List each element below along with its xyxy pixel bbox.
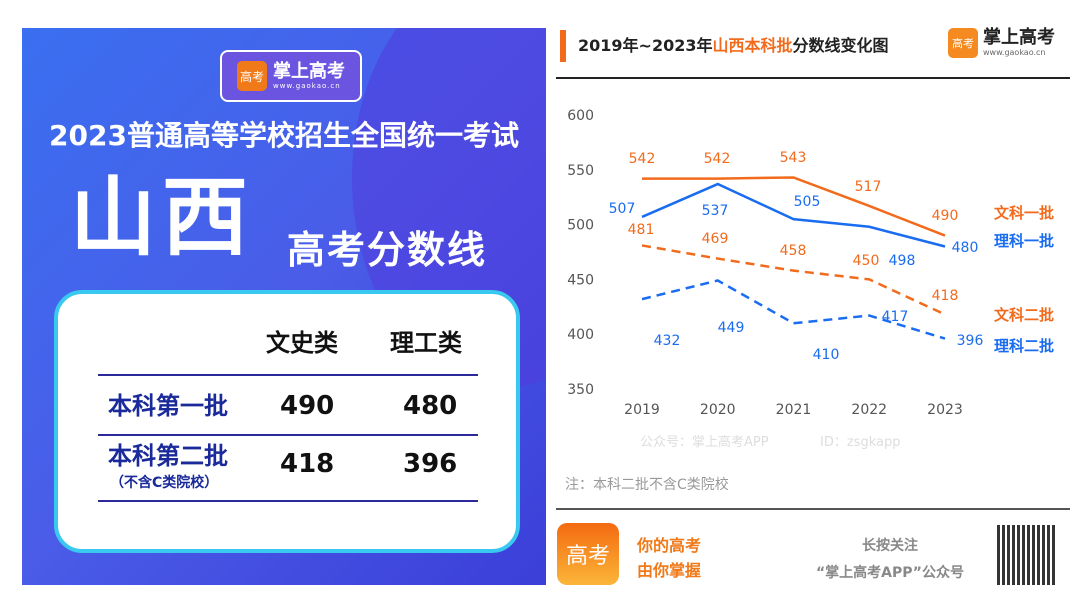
cell: 480 bbox=[403, 391, 458, 421]
col-header: 理工类 bbox=[390, 329, 462, 357]
legend-entry: 理科二批 bbox=[994, 337, 1054, 355]
chart-title: 2019年~2023年山西本科批分数线变化图 bbox=[560, 30, 889, 62]
series-line-文科一批 bbox=[642, 176, 946, 237]
y-tick-label: 550 bbox=[567, 163, 594, 179]
title-prefix: 2019年~2023年 bbox=[578, 36, 713, 55]
legend-entry: 理科一批 bbox=[994, 232, 1054, 250]
data-label: 450 bbox=[853, 253, 880, 269]
data-label: 417 bbox=[882, 309, 909, 325]
slogan-line: 由你掌握 bbox=[637, 561, 702, 580]
qr-code[interactable] bbox=[997, 525, 1057, 585]
data-label: 418 bbox=[932, 288, 959, 304]
title-suffix: 分数线变化图 bbox=[792, 36, 889, 55]
series-line-理科二批 bbox=[641, 279, 946, 340]
cell: 418 bbox=[280, 449, 335, 479]
data-label: 507 bbox=[609, 201, 636, 217]
data-label: 517 bbox=[855, 179, 882, 195]
row-label: 本科第一批 bbox=[108, 392, 228, 420]
y-tick-label: 500 bbox=[567, 218, 594, 234]
legend-entry: 文科一批 bbox=[994, 204, 1054, 222]
follow-line: “掌上高考APP”公众号 bbox=[815, 565, 965, 581]
data-label: 481 bbox=[628, 222, 655, 238]
slogan-line: 你的高考 bbox=[637, 536, 702, 555]
province: 山西 bbox=[70, 168, 254, 268]
series-line-理科一批 bbox=[641, 182, 946, 248]
series-line-文科二批 bbox=[641, 244, 946, 316]
watermark: ID：zsgkapp bbox=[820, 435, 900, 450]
watermark: 公众号：掌上高考APP bbox=[640, 434, 769, 450]
data-label: 410 bbox=[813, 347, 840, 363]
poster-panel: 高考 掌上高考 www.gaokao.cn 2023普通高等学校招生全国统一考试 … bbox=[22, 28, 546, 585]
slogan: 你的高考 由你掌握 bbox=[637, 533, 701, 583]
follow-line: 长按关注 bbox=[862, 538, 918, 554]
divider bbox=[98, 374, 478, 376]
data-label: 490 bbox=[932, 208, 959, 224]
logo-name: 掌上高考 bbox=[273, 61, 345, 82]
brand-url: www.gaokao.cn bbox=[983, 48, 1046, 57]
brand-name: 掌上高考 bbox=[983, 27, 1055, 48]
data-label: 449 bbox=[718, 320, 745, 336]
data-label: 498 bbox=[889, 253, 916, 269]
app-icon: 高考 bbox=[557, 523, 619, 585]
title-highlight: 山西本科批 bbox=[712, 36, 793, 55]
data-label: 542 bbox=[629, 151, 656, 167]
logo-url: www.gaokao.cn bbox=[273, 82, 341, 90]
data-label: 505 bbox=[794, 194, 821, 210]
col-header: 文史类 bbox=[266, 329, 338, 357]
divider bbox=[556, 508, 1070, 510]
data-label: 396 bbox=[957, 333, 984, 349]
x-tick-label: 2020 bbox=[700, 402, 736, 418]
gaokao-logo-icon: 高考 bbox=[237, 61, 267, 91]
data-label: 432 bbox=[654, 333, 681, 349]
y-tick-label: 450 bbox=[567, 272, 594, 288]
x-tick-label: 2019 bbox=[624, 402, 660, 418]
data-label: 458 bbox=[780, 243, 807, 259]
brand-logo: 高考 掌上高考 www.gaokao.cn bbox=[220, 50, 362, 102]
divider bbox=[98, 434, 478, 436]
divider bbox=[556, 77, 1070, 79]
row-label: 本科第二批 bbox=[108, 442, 228, 470]
brand-header: 高考 掌上高考 www.gaokao.cn bbox=[948, 28, 1055, 58]
poster-title: 2023普通高等学校招生全国统一考试 bbox=[49, 119, 519, 152]
y-tick-label: 350 bbox=[567, 382, 594, 398]
poster-subtitle: 高考分数线 bbox=[287, 228, 488, 272]
y-tick-label: 600 bbox=[567, 108, 594, 124]
cell: 490 bbox=[280, 391, 335, 421]
chart-note: 注：本科二批不含C类院校 bbox=[565, 477, 729, 493]
score-table: 文史类 理工类 本科第一批 490 480 本科第二批 （不含C类院校） 418… bbox=[54, 290, 520, 553]
cell: 396 bbox=[403, 449, 458, 479]
x-tick-label: 2023 bbox=[927, 402, 963, 418]
data-label: 480 bbox=[952, 240, 979, 256]
x-tick-label: 2022 bbox=[851, 402, 887, 418]
legend-entry: 文科二批 bbox=[994, 306, 1054, 324]
follow-text: 长按关注 “掌上高考APP”公众号 bbox=[790, 533, 990, 587]
gaokao-logo-icon: 高考 bbox=[948, 28, 978, 58]
data-label: 543 bbox=[780, 150, 807, 166]
data-label: 542 bbox=[704, 151, 731, 167]
y-tick-label: 400 bbox=[567, 327, 594, 343]
data-label: 537 bbox=[702, 203, 729, 219]
row-note: （不含C类院校） bbox=[110, 475, 219, 491]
divider bbox=[98, 500, 478, 502]
data-label: 469 bbox=[702, 231, 729, 247]
x-tick-label: 2021 bbox=[776, 402, 812, 418]
